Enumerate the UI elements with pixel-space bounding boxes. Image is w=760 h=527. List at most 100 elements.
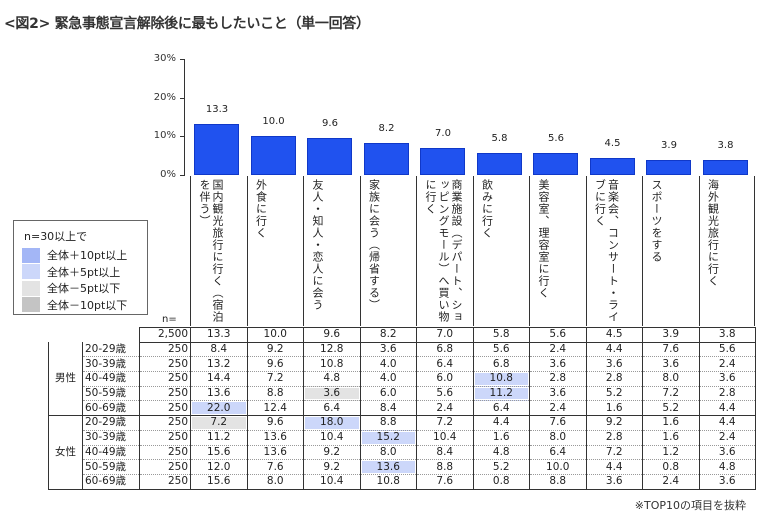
bar <box>702 160 748 175</box>
table-cell: 4.4 <box>585 459 643 475</box>
age-label: 30-39歳 <box>82 356 140 373</box>
table-row: 30-39歳 250 11.2 13.6 10.4 15.2 10.4 1.6 8.0 2.8 1.… <box>49 430 756 446</box>
table-cell: 14.4 <box>190 371 248 387</box>
table-cell: 15.6 <box>190 474 248 490</box>
category-label: 外食に行く <box>254 179 268 239</box>
table-cell: 4.0 <box>359 356 417 373</box>
table-cell: 7.2 <box>416 415 474 431</box>
category-label: 国内観光旅行に行く（宿泊を伴う） <box>198 179 224 323</box>
table-cell: 4.8 <box>698 459 756 475</box>
table-cell: 2.8 <box>529 371 587 387</box>
table-cell: 12.4 <box>246 400 304 417</box>
n-cell: 250 <box>139 415 191 431</box>
category-cell <box>529 176 586 326</box>
y-tick-mark <box>180 59 185 60</box>
n-label: n= <box>162 314 177 325</box>
category-cell <box>190 176 247 326</box>
legend-item: 全体－10pt以下 <box>22 297 127 313</box>
bar-value-label: 7.0 <box>435 127 451 139</box>
legend-label: 全体＋10pt以上 <box>47 249 128 262</box>
n-cell: 250 <box>139 459 191 475</box>
legend-item: 全体＋5pt以上 <box>22 264 120 280</box>
table-cell: 8.0 <box>529 430 587 446</box>
table-cell: 2.4 <box>698 356 756 373</box>
table-cell: 8.8 <box>529 474 587 490</box>
table-cell: 10.4 <box>303 430 361 446</box>
table-cell: 9.2 <box>303 459 361 475</box>
legend-swatch <box>22 264 40 279</box>
table-cell: 10.4 <box>416 430 474 446</box>
legend-item: 全体＋10pt以上 <box>22 247 127 263</box>
table-cell: 7.6 <box>642 342 700 358</box>
table-cell: 6.4 <box>303 400 361 417</box>
bar-value-label: 5.8 <box>491 132 508 144</box>
table-cell: 7.2 <box>190 415 248 431</box>
table-cell: 4.5 <box>585 327 643 343</box>
table-cell: 9.2 <box>246 342 304 358</box>
table-cell: 6.4 <box>529 445 587 461</box>
legend-label: 全体＋5pt以上 <box>47 265 121 279</box>
table-cell: 0.8 <box>472 474 530 490</box>
table-cell: 8.0 <box>642 371 700 387</box>
table-cell: 4.4 <box>585 342 643 358</box>
bar <box>420 147 465 175</box>
legend-item: 全体－5pt以下 <box>22 280 120 296</box>
legend-label: 全体－10pt以下 <box>47 298 128 312</box>
table-cell: 12.8 <box>303 342 361 358</box>
table-cell: 11.2 <box>472 386 530 402</box>
age-label: 40-49歳 <box>82 445 140 461</box>
table-row: 50-59歳 250 13.6 8.8 3.6 6.0 5.6 11.2 3.6 5.2 7.2 2.… <box>49 386 756 402</box>
table-cell: 10.0 <box>529 459 587 475</box>
table-cell: 1.6 <box>585 400 643 417</box>
category-label: 友人・知人・恋人に会う <box>311 179 324 311</box>
table-cell: 10.4 <box>303 474 361 490</box>
age-label: 20-29歳 <box>82 415 140 431</box>
table-cell: 9.6 <box>246 356 304 373</box>
table-cell: 6.0 <box>359 386 417 402</box>
table-cell: 5.6 <box>472 342 530 358</box>
table-cell: 8.4 <box>416 445 474 461</box>
table-cell: 13.6 <box>246 430 304 446</box>
table-cell: 5.2 <box>642 400 700 417</box>
table-cell: 4.0 <box>359 371 417 387</box>
table-cell: 3.6 <box>585 356 643 373</box>
table-cell: 8.8 <box>359 415 417 431</box>
table-cell: 9.2 <box>585 415 643 431</box>
table-row: 50-59歳 250 12.0 7.6 9.2 13.6 8.8 5.2 10.0 4.4 0.8 4… <box>49 459 756 475</box>
age-label: 30-39歳 <box>82 430 140 446</box>
table-cell: 9.6 <box>303 327 361 343</box>
legend-title: n=30以上で <box>24 230 88 243</box>
table-cell: 8.8 <box>246 386 304 402</box>
category-label: 美容室、理容室に行く <box>537 179 550 299</box>
table-row: 男性 20-29歳 250 8.4 9.2 12.8 3.6 6.8 5.6 2.4 4.4 7.6 5… <box>48 342 756 417</box>
table-cell: 2.8 <box>585 371 643 387</box>
y-tick-mark <box>180 136 185 138</box>
legend: n=30以上で 全体＋10pt以上 全体＋5pt以上 全体－5pt以下全体－10pt… <box>13 220 148 315</box>
table-cell: 5.2 <box>585 386 643 402</box>
n-cell: 250 <box>139 430 191 446</box>
table-cell: 6.8 <box>472 356 530 373</box>
table-cell: 4.8 <box>303 371 361 387</box>
age-label: 60-69歳 <box>82 400 140 417</box>
table-cell: 13.6 <box>359 459 417 475</box>
y-tick-mark <box>180 175 185 176</box>
table-cell: 15.6 <box>190 445 248 461</box>
y-tick-label: 10% <box>153 130 176 142</box>
table-cell: 22.0 <box>190 400 248 417</box>
category-cell <box>754 176 755 326</box>
category-label: スポーツをする <box>650 179 663 263</box>
legend-swatch <box>22 280 40 296</box>
table-cell: 1.2 <box>642 445 700 461</box>
table-cell: 3.6 <box>642 356 700 373</box>
table-cell: 9.6 <box>246 415 304 431</box>
n-cell: 2,500 <box>139 327 191 343</box>
table-cell: 10.8 <box>472 371 530 387</box>
bar <box>250 136 296 175</box>
table-cell: 8.8 <box>416 459 474 475</box>
table-cell: 4.8 <box>472 445 530 461</box>
n-cell: 250 <box>139 356 191 373</box>
table-cell: 15.2 <box>359 430 417 446</box>
table-cell: 3.9 <box>642 327 700 343</box>
table-cell: 5.2 <box>472 459 530 475</box>
table-cell: 2.4 <box>642 474 700 490</box>
